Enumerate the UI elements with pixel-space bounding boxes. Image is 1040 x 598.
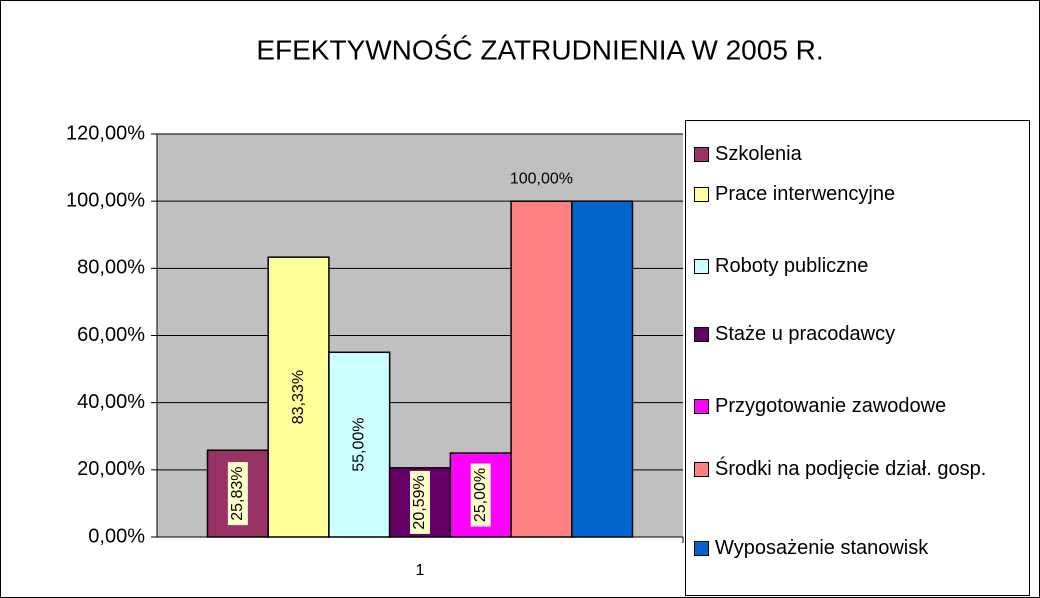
legend-swatch [694,259,709,274]
data-label: 25,83% [229,466,246,520]
legend-entry: Roboty publiczne [694,246,1029,286]
data-label-background [227,462,248,526]
legend-label: Staże u pracodawcy [715,323,896,345]
data-label: 83,33% [290,370,307,424]
legend-label: Wyposażenie stanowisk [715,537,929,559]
legend-label: Prace interwencyjne [715,183,896,205]
legend-entry: Środki na podjęcie dział. gosp. [694,449,1029,489]
legend-label: Szkolenia [715,143,802,165]
legend: Szkolenia Prace interwencyjne Roboty publi… [685,120,1030,596]
legend-entry: Przygotowanie zawodowe [694,386,1029,426]
chart-title: EFEKTYWNOŚĆ ZATRUDNIENIA W 2005 R. [256,33,823,65]
legend-label: Środki na podjęcie dział. gosp. [715,458,987,480]
x-tick-label: 1 [416,562,425,579]
y-tick-label: 20,00% [77,458,145,480]
legend-entry: Szkolenia [694,134,1029,174]
data-label-background [410,470,430,534]
legend-swatch [694,541,709,556]
y-tick-label: 120,00% [66,122,145,144]
legend-label: Przygotowanie zawodowe [715,395,947,417]
legend-swatch [694,327,709,342]
data-label: 20,59% [411,475,428,529]
legend-entry: Prace interwencyjne [694,174,1029,214]
bar [328,351,391,538]
data-label: 100,00% [510,170,573,187]
bar [571,200,634,538]
data-label-background [470,463,491,527]
y-tick-label: 60,00% [77,324,145,346]
data-label: 55,00% [351,418,368,472]
legend-label: Roboty publiczne [715,255,869,277]
y-tick-label: 0,00% [88,525,145,547]
y-tick-label: 80,00% [77,257,145,279]
y-tick-label: 100,00% [66,189,145,211]
bar [510,200,573,538]
legend-entry: Staże u pracodawcy [694,314,1029,354]
y-tick-label: 40,00% [77,391,145,413]
legend-entry: Wyposażenie stanowisk [694,528,1029,568]
legend-swatch [694,187,709,202]
legend-swatch [694,147,709,162]
legend-swatch [694,399,709,414]
data-label: 25,00% [472,468,489,522]
legend-swatch [694,462,709,477]
